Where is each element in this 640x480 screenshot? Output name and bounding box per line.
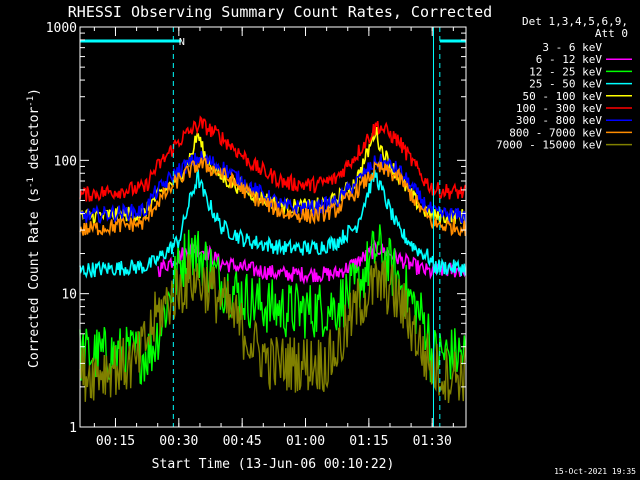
y-tick-label: 100 bbox=[54, 154, 77, 169]
y-axis-title-main: Corrected Count Rate (s bbox=[27, 188, 42, 368]
series-line-800-7000-kev bbox=[79, 156, 467, 237]
y-axis-title-end: ) bbox=[27, 88, 42, 96]
legend-label-800-7000-kev: 800 - 7000 keV bbox=[509, 126, 602, 139]
flag-label: N bbox=[179, 37, 185, 48]
plot-frame bbox=[79, 26, 467, 428]
legend-label-3-6-kev: 3 - 6 keV bbox=[542, 41, 602, 54]
series-layer bbox=[79, 115, 467, 428]
timestamp: 15-Oct-2021 19:35 bbox=[554, 467, 636, 476]
chart-title: RHESSI Observing Summary Count Rates, Co… bbox=[68, 3, 492, 21]
series-line-6-12-kev bbox=[157, 239, 467, 285]
legend-label-6-12-kev: 6 - 12 keV bbox=[536, 53, 603, 66]
legend-header-line-2: Att 0 bbox=[595, 27, 628, 40]
axes-layer: 1000 100 10 1 00:15 00:30 00:45 01:00 01:15 01:30 bbox=[46, 21, 466, 449]
legend-label-100-300-kev: 100 - 300 keV bbox=[516, 102, 602, 115]
x-tick-label: 00:45 bbox=[223, 434, 262, 449]
series-line-100-300-kev bbox=[79, 115, 467, 202]
legend-label-300-800-kev: 300 - 800 keV bbox=[516, 114, 602, 127]
x-tick-label: 00:30 bbox=[159, 434, 198, 449]
y-tick-label: 1000 bbox=[46, 21, 77, 36]
series-line-3-6-kev bbox=[157, 260, 467, 428]
x-tick-label: 01:00 bbox=[286, 434, 325, 449]
legend-label-12-25-kev: 12 - 25 keV bbox=[529, 65, 602, 78]
x-axis-title: Start Time (13-Jun-06 00:10:22) bbox=[152, 457, 395, 472]
series-line-12-25-kev bbox=[79, 224, 467, 385]
y-axis-title-tail: detector bbox=[27, 107, 42, 178]
series-line-7000-15000-kev bbox=[79, 254, 467, 404]
x-tick-label: 01:30 bbox=[413, 434, 452, 449]
y-tick-label: 1 bbox=[69, 421, 77, 436]
y-axis-title-sup-1: -1 bbox=[26, 177, 36, 188]
y-axis-title: Corrected Count Rate (s-1 detector-1) bbox=[26, 88, 42, 368]
flag-layer: N bbox=[80, 37, 466, 48]
x-tick-label: 00:15 bbox=[96, 434, 135, 449]
x-tick-label: 01:15 bbox=[349, 434, 388, 449]
legend-label-7000-15000-kev: 7000 - 15000 keV bbox=[496, 139, 602, 152]
y-tick-label: 10 bbox=[61, 288, 77, 303]
series-line-25-50-kev bbox=[79, 168, 467, 279]
legend-label-50-100-kev: 50 - 100 keV bbox=[523, 90, 603, 103]
vline-layer bbox=[172, 27, 441, 427]
series-line-300-800-kev bbox=[79, 151, 467, 224]
y-axis-title-sup-2: -1 bbox=[26, 96, 36, 107]
legend-header-line-1: Det 1,3,4,5,6,9, bbox=[522, 15, 628, 28]
legend-label-25-50-kev: 25 - 50 keV bbox=[529, 78, 602, 91]
